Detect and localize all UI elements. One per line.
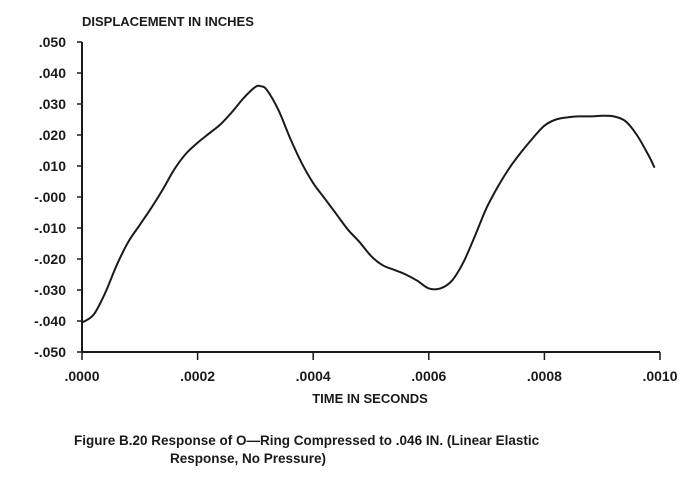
caption-line-1: Figure B.20 Response of O—Ring Compresse…	[74, 433, 540, 448]
caption-line-2: Response, No Pressure)	[170, 451, 327, 466]
y-tick-label: -.000	[34, 189, 66, 205]
displacement-series-line	[81, 84, 656, 324]
x-tick-label: .0010	[642, 368, 677, 384]
figure-caption: Figure B.20 Response of O—Ring Compresse…	[74, 432, 674, 468]
x-tick-label: .0004	[296, 368, 331, 384]
y-tick-label: -.050	[34, 344, 66, 360]
y-tick-label: .010	[39, 158, 66, 174]
x-tick-label: .0002	[180, 368, 215, 384]
x-axis-title: TIME IN SECONDS	[312, 391, 428, 406]
x-tick-label: .0008	[527, 368, 562, 384]
y-tick-label: .040	[39, 65, 66, 81]
x-tick-label: .0000	[64, 368, 99, 384]
y-axis-title: DISPLACEMENT IN INCHES	[82, 14, 254, 29]
y-tick-label: -.030	[34, 282, 66, 298]
y-tick-label: .030	[39, 96, 66, 112]
x-axis: .0000 .0002 .0004 .0006 .0008 .0010	[64, 352, 678, 384]
y-tick-label: -.040	[34, 313, 66, 329]
y-tick-label: -.010	[34, 220, 66, 236]
line-chart: DISPLACEMENT IN INCHES .050 .040 .030 .020.…	[34, 14, 678, 406]
y-tick-label: .050	[39, 34, 66, 50]
y-axis: .050 .040 .030 .020 .010 -.000 -.010 -.020 -.030…	[34, 34, 82, 360]
y-tick-label: .020	[39, 127, 66, 143]
y-tick-label: -.020	[34, 251, 66, 267]
x-tick-label: .0006	[411, 368, 446, 384]
